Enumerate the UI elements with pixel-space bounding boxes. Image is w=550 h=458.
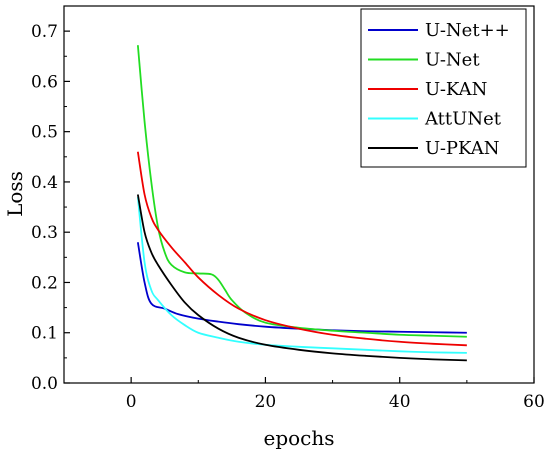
x-axis-title: epochs (263, 426, 334, 450)
series-line-u-net (136, 45, 467, 338)
legend-label: U-PKAN (425, 138, 500, 159)
x-tick-label: 40 (389, 392, 411, 412)
legend-label: AttUNet (424, 109, 502, 130)
x-tick-label: 20 (255, 392, 277, 412)
plot-frame (63, 5, 535, 384)
y-tick-label: 0.2 (31, 273, 58, 293)
y-tick-label: 0.6 (31, 72, 58, 92)
legend: U-Net++ U-Net U-KAN AttUNet U-PKAN (360, 8, 527, 168)
y-tick-label: 0.4 (31, 173, 58, 193)
y-axis: 0.0 0.1 0.2 0.3 0.4 0.5 0.6 0.7 (31, 5, 70, 394)
legend-label: U-Net (425, 50, 480, 71)
x-tick-label: 60 (523, 392, 545, 412)
legend-label: U-KAN (425, 79, 487, 100)
series-lines (136, 45, 467, 362)
series-line-u-pkan (136, 194, 467, 362)
y-tick-label: 0.3 (31, 223, 58, 243)
series-line-u-net (136, 242, 467, 334)
x-axis: 0 20 40 60 (63, 377, 545, 412)
series-line-u-kan (136, 151, 467, 347)
y-tick-label: 0.5 (31, 123, 58, 143)
y-tick-label: 0.1 (31, 324, 58, 344)
x-tick-label: 0 (126, 392, 137, 412)
y-tick-label: 0.0 (31, 374, 58, 394)
y-axis-title: Loss (3, 171, 27, 217)
series-line-attunet (136, 196, 467, 354)
legend-label: U-Net++ (425, 20, 510, 41)
y-tick-label: 0.7 (31, 22, 58, 42)
legend-box (360, 8, 527, 168)
